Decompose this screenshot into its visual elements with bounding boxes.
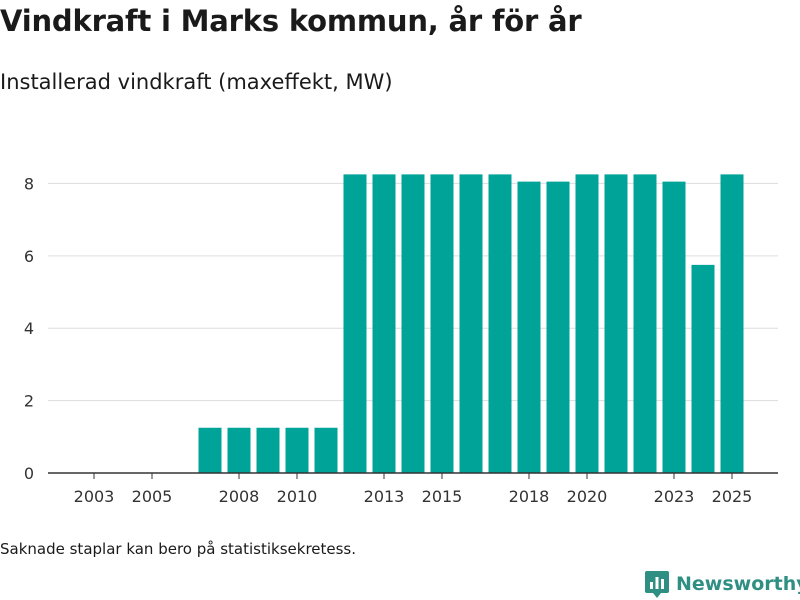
- bar-2010: [285, 427, 309, 473]
- axes: 0 2 4 6 8 2003 2005 2008 2010 2013 2015 2018 2020 202…: [24, 174, 778, 506]
- y-tick-label: 6: [24, 247, 34, 266]
- x-tick-label: 2023: [654, 487, 695, 506]
- bar-2022: [633, 174, 657, 473]
- bar-2012: [343, 174, 367, 473]
- footnote: Saknade staplar kan bero på statistiksek…: [0, 540, 357, 558]
- chart-title: Vindkraft i Marks kommun, år för år: [0, 4, 582, 38]
- bar-2017: [488, 174, 512, 473]
- x-tick-label: 2013: [364, 487, 405, 506]
- bar-2013: [372, 174, 396, 473]
- chart-subtitle: Installerad vindkraft (maxeffekt, MW): [0, 70, 393, 94]
- bar-2025: [720, 174, 744, 473]
- y-tick-label: 0: [24, 464, 34, 483]
- x-tick-label: 2018: [509, 487, 550, 506]
- x-tick-label: 2015: [422, 487, 463, 506]
- x-tick-label: 2020: [567, 487, 608, 506]
- bar-2009: [256, 427, 280, 473]
- bar-2024: [691, 264, 715, 473]
- bar-2007: [198, 427, 222, 473]
- brand-name: Newsworthy: [676, 573, 800, 595]
- bar-2015: [430, 174, 454, 473]
- brand-logo: Newsworthy: [644, 569, 800, 599]
- bar-2023: [662, 181, 686, 473]
- x-tick-label: 2025: [712, 487, 753, 506]
- bar-2008: [227, 427, 251, 473]
- bar-2018: [517, 181, 541, 473]
- bar-2011: [314, 427, 338, 473]
- bar-2019: [546, 181, 570, 473]
- bars: [198, 174, 744, 473]
- bar-2020: [575, 174, 599, 473]
- y-tick-label: 2: [24, 392, 34, 411]
- y-tick-label: 4: [24, 319, 34, 338]
- bar-2014: [401, 174, 425, 473]
- newsworthy-logo-icon: [645, 571, 669, 598]
- x-tick-label: 2008: [219, 487, 260, 506]
- x-tick-label: 2005: [132, 487, 173, 506]
- x-tick-label: 2010: [277, 487, 318, 506]
- bar-2016: [459, 174, 483, 473]
- x-tick-label: 2003: [74, 487, 115, 506]
- y-tick-label: 8: [24, 174, 34, 193]
- bar-2021: [604, 174, 628, 473]
